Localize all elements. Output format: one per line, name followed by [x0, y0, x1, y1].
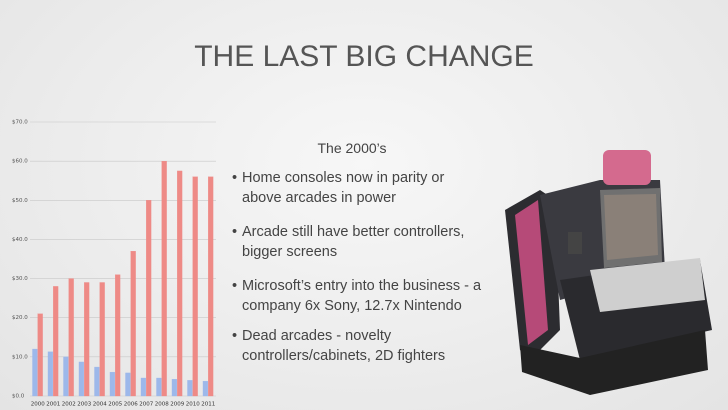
bar: [187, 380, 193, 397]
bullet: Microsoft’s entry into the business - a …: [232, 276, 482, 316]
x-tick-label: 2004: [93, 402, 107, 408]
bar: [146, 200, 152, 397]
y-tick-label: $60.0: [12, 159, 28, 165]
bullet: Dead arcades - novelty controllers/cabin…: [232, 326, 482, 366]
bar: [130, 251, 136, 397]
bar: [140, 377, 146, 397]
y-tick-label: $50.0: [12, 198, 28, 204]
bar: [171, 379, 177, 397]
x-tick-label: 2002: [62, 402, 76, 408]
bar: [47, 351, 53, 397]
x-tick-label: 2010: [186, 402, 200, 408]
bar: [202, 380, 208, 397]
bullet-list: Home consoles now in parity or above arc…: [232, 168, 482, 366]
y-tick-label: $70.0: [12, 120, 28, 126]
bar: [37, 313, 43, 397]
bar: [53, 286, 59, 397]
bar: [94, 366, 100, 397]
bar: [125, 372, 131, 397]
bar: [32, 348, 38, 397]
bar: [156, 377, 162, 397]
slide-title: THE LAST BIG CHANGE: [194, 40, 534, 73]
bar: [115, 274, 121, 397]
bullet: Arcade still have better controllers, bi…: [232, 222, 482, 262]
x-tick-label: 2000: [31, 402, 45, 408]
y-tick-label: $30.0: [12, 276, 28, 282]
y-tick-label: $10.0: [12, 354, 28, 360]
y-tick-label: $20.0: [12, 315, 28, 321]
x-tick-label: 2003: [77, 402, 91, 408]
bullet: Home consoles now in parity or above arc…: [232, 168, 482, 208]
bar: [99, 282, 105, 397]
x-tick-label: 2008: [155, 402, 169, 408]
bar: [109, 371, 115, 397]
bar: [68, 278, 74, 397]
bar: [192, 176, 198, 397]
x-tick-label: 2006: [124, 402, 138, 408]
arcade-cabinet: [505, 150, 712, 395]
y-tick-label: $0.0: [12, 394, 25, 400]
bar: [208, 176, 214, 397]
x-tick-label: 2001: [46, 402, 60, 408]
x-tick-label: 2007: [139, 402, 153, 408]
bar: [161, 160, 167, 397]
bar: [78, 361, 84, 397]
y-tick-label: $40.0: [12, 237, 28, 243]
bar: [63, 356, 69, 397]
x-tick-label: 2011: [201, 402, 215, 408]
bar: [84, 282, 90, 397]
bar: [177, 170, 183, 397]
x-tick-label: 2009: [170, 402, 184, 408]
x-tick-label: 2005: [108, 402, 122, 408]
slide-subtitle: The 2000’s: [317, 140, 387, 156]
